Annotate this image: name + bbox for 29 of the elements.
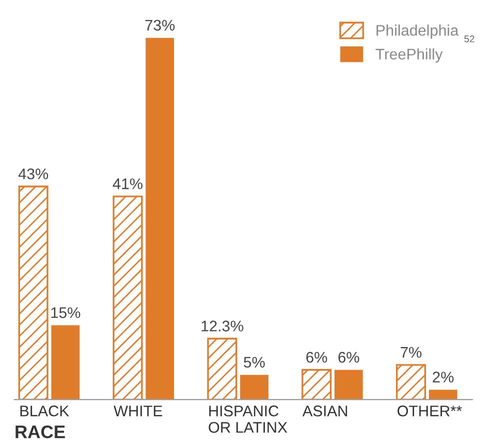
bar [18, 186, 48, 400]
bar [112, 196, 143, 400]
data-label: 41% [112, 178, 142, 190]
x-axis-title: RACE [16, 425, 65, 438]
bar [51, 325, 80, 400]
data-label: 6% [306, 352, 328, 363]
bar [428, 390, 458, 400]
data-label: 12.3% [202, 320, 244, 332]
bar [334, 370, 363, 400]
x-tick-label: WHITE [114, 406, 162, 416]
legend-label: TreePhilly [376, 48, 443, 63]
bar [396, 364, 426, 400]
x-tick-label: OTHER** [398, 406, 462, 416]
data-label: 15% [51, 307, 80, 318]
data-label: 43% [18, 168, 48, 180]
bar [240, 374, 268, 400]
bar [302, 369, 332, 400]
data-label: 73% [145, 20, 175, 31]
bar [207, 338, 238, 400]
x-tick-label: ASIAN [302, 406, 348, 416]
x-tick-label: BLACK [20, 406, 70, 416]
data-label: 5% [244, 356, 265, 368]
legend-label: Philadelphia [376, 24, 459, 39]
annotation: 52 [464, 35, 474, 42]
x-tick-label: HISPANIC OR LATINX [208, 406, 288, 433]
data-label: 2% [432, 372, 454, 382]
data-label: 6% [338, 352, 360, 363]
bar [146, 38, 174, 400]
data-label: 7% [400, 346, 422, 358]
